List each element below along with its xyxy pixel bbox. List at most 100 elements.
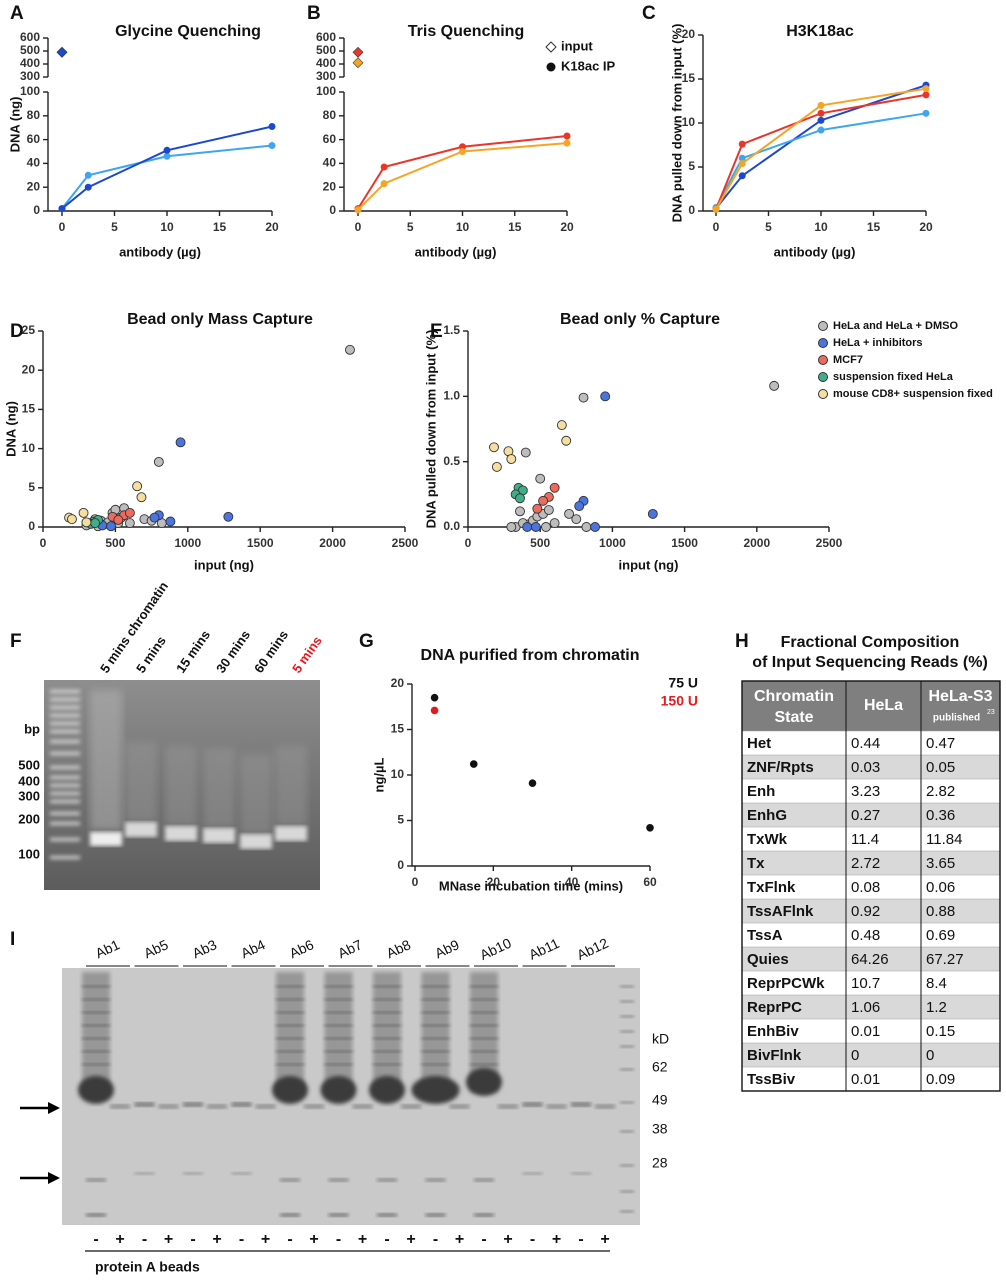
y-tick-label: 100 (316, 84, 336, 98)
band (82, 1011, 110, 1014)
ladder-band (620, 1164, 634, 1167)
band (276, 998, 304, 1001)
ladder-band (50, 706, 80, 709)
ladder-band (620, 985, 634, 988)
x-axis-label: antibody (µg) (119, 244, 201, 259)
cell: 1.2 (926, 999, 947, 1016)
cell: TssA (747, 927, 783, 944)
y-tick-label: 300 (20, 69, 40, 83)
cell: 0.01 (851, 1023, 880, 1040)
ladder-band (620, 1030, 634, 1033)
band (425, 1178, 446, 1182)
point (817, 126, 825, 134)
sign: - (530, 1231, 535, 1248)
band (373, 1037, 401, 1040)
band (421, 998, 450, 1001)
band (231, 1102, 252, 1107)
y-tick-label: 1.0 (443, 389, 460, 403)
x-tick-label: 10 (814, 220, 828, 234)
y-tick-label: 5 (397, 813, 404, 827)
cell: TssAFlnk (747, 903, 814, 920)
header-cell: HeLa-S3 (928, 688, 992, 705)
sign: - (190, 1231, 195, 1248)
band (324, 1063, 353, 1066)
point (380, 163, 388, 171)
band (82, 1024, 110, 1027)
x-tick-label: 0 (713, 220, 720, 234)
chart-title: Bead only % Capture (560, 311, 720, 328)
smear (82, 972, 110, 1092)
point (590, 522, 601, 532)
point (58, 205, 66, 213)
x-tick-label: 20 (919, 220, 933, 234)
band (352, 1104, 373, 1109)
point (491, 461, 502, 472)
y-tick-label: 0 (33, 203, 40, 217)
point (530, 522, 541, 532)
point (81, 517, 92, 528)
point (817, 101, 825, 109)
x-tick-label: 5 (765, 220, 772, 234)
point (563, 132, 571, 140)
band (522, 1172, 543, 1175)
band (324, 1050, 353, 1053)
point (113, 514, 124, 525)
point (268, 142, 276, 150)
cell: 11.4 (851, 831, 879, 848)
sign: - (336, 1231, 341, 1248)
cell: 0.92 (851, 903, 880, 920)
point (522, 522, 533, 532)
cell: 10.7 (851, 975, 880, 992)
point (515, 493, 525, 504)
x-tick-label: 500 (530, 536, 550, 550)
lane-label: 60 mins (251, 627, 291, 675)
cell: ZNF/Rpts (747, 759, 814, 776)
unit-label: bp (24, 721, 40, 736)
x-tick-label: 10 (456, 220, 470, 234)
arrow-head (48, 1102, 60, 1114)
point (561, 435, 572, 446)
ladder-band (620, 1045, 634, 1048)
line (61, 144, 273, 210)
x-tick-label: 2500 (816, 536, 843, 550)
y-tick-label: 500 (316, 43, 336, 57)
cell: 0.48 (851, 927, 880, 944)
panel-label: G (359, 631, 374, 652)
cell: 0.47 (926, 735, 955, 752)
header-cell: State (774, 709, 813, 726)
smear (421, 972, 450, 1092)
point (556, 420, 567, 431)
point (817, 116, 825, 124)
point (647, 508, 658, 519)
sign: + (503, 1231, 512, 1248)
chart-title: DNA purified from chromatin (421, 647, 640, 664)
panel-label: F (10, 631, 22, 652)
point (738, 159, 746, 167)
ladder-band (620, 1068, 634, 1071)
point (106, 521, 117, 532)
point (738, 140, 746, 148)
band (546, 1104, 567, 1109)
band (373, 1063, 401, 1066)
band (276, 1063, 304, 1066)
line (715, 112, 927, 208)
panel-label: E (430, 321, 443, 342)
marker-label: 400 (18, 773, 40, 788)
band (82, 985, 110, 988)
cell: Tx (747, 855, 765, 872)
sign: + (212, 1231, 221, 1248)
cell: 3.65 (926, 855, 955, 872)
band (82, 1050, 110, 1053)
cell: ReprPC (747, 999, 802, 1016)
sign: + (552, 1231, 561, 1248)
point (124, 518, 135, 529)
lane-label: 5 mins chromatin (97, 579, 171, 676)
point (520, 447, 531, 458)
point (459, 148, 466, 155)
chart-title: H3K18ac (786, 23, 854, 40)
sign: - (93, 1231, 98, 1248)
x-tick-label: 20 (560, 220, 574, 234)
point (528, 779, 537, 787)
y-tick-label: 25 (22, 323, 36, 337)
sign: - (578, 1231, 583, 1248)
